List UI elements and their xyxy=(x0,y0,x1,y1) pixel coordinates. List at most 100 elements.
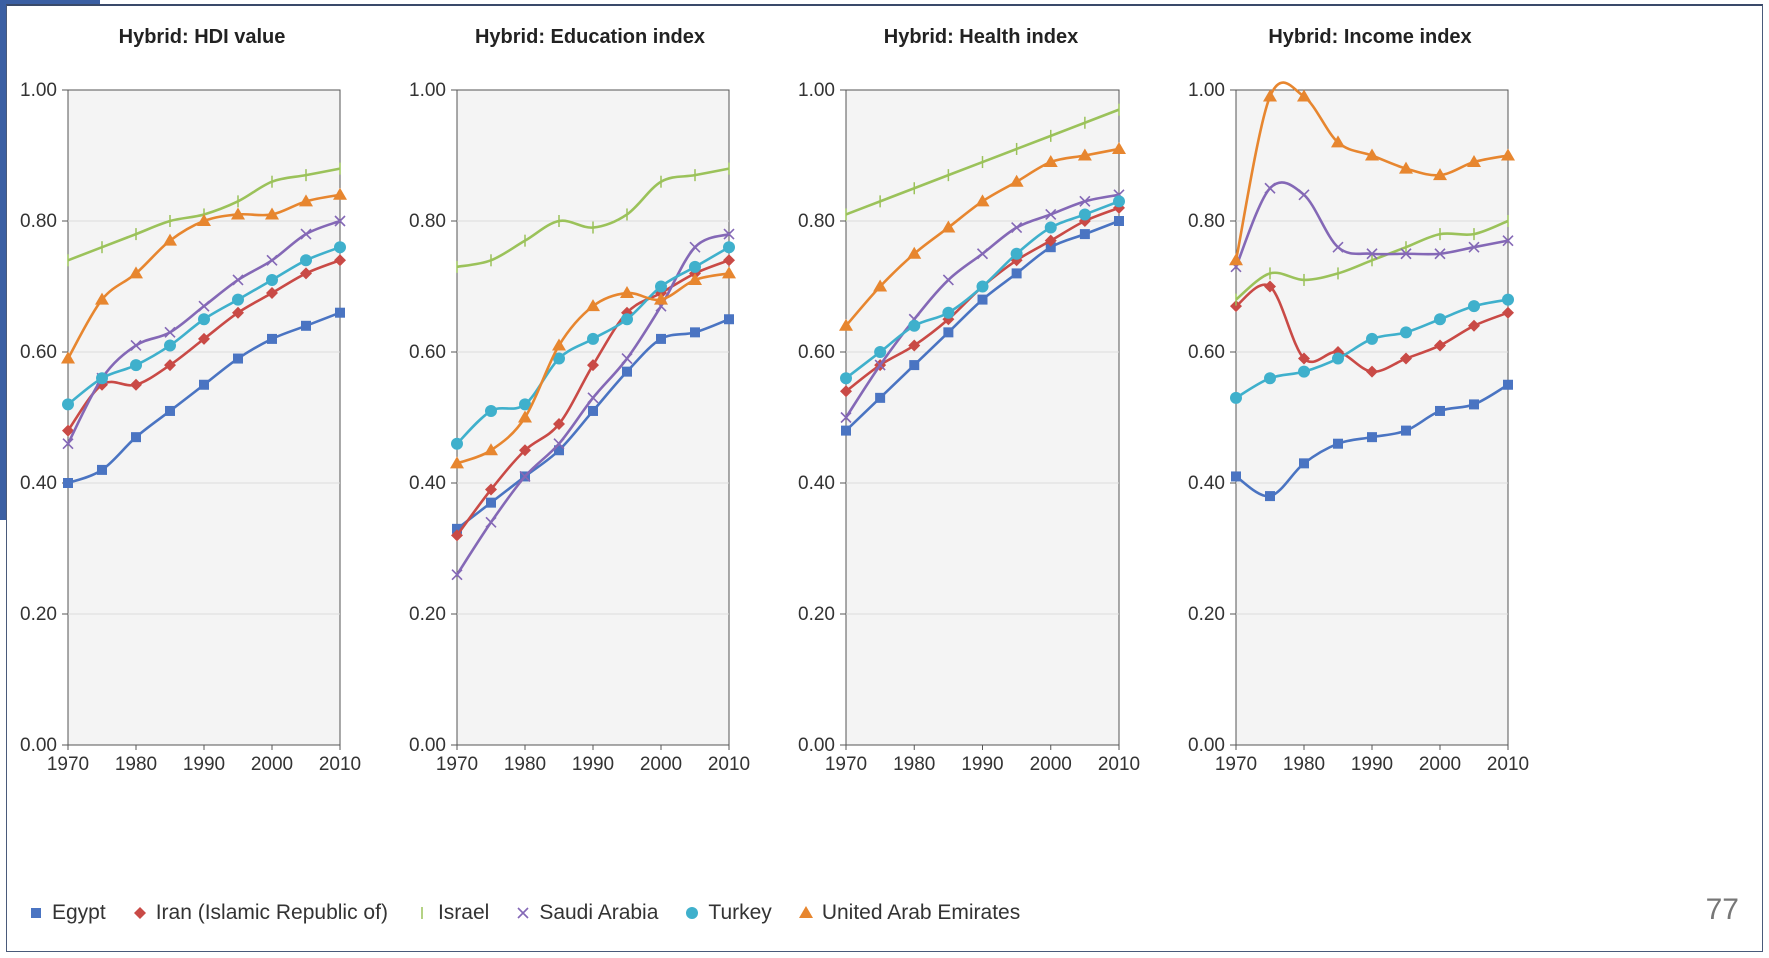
chart-title: Hybrid: Education index xyxy=(475,26,705,48)
x-tick-label: 1990 xyxy=(183,754,225,775)
point-iran-islamic-republic-of xyxy=(62,424,74,437)
point-united-arab-emirates xyxy=(586,299,600,312)
chart-panel-1: Hybrid: HDI value 0.00 0.20 0.40 0.60 0.80 1.0… xyxy=(20,26,361,775)
legend-marker-iran-islamic-republic-of xyxy=(133,907,146,919)
x-tick-label: 1990 xyxy=(961,754,1003,775)
point-iran-islamic-republic-of xyxy=(1044,234,1057,247)
point-iran-islamic-republic-of xyxy=(1264,280,1276,293)
point-turkey xyxy=(485,404,497,417)
legend-item-egypt: Egypt xyxy=(28,901,106,925)
y-tick-label: 0.00 xyxy=(409,735,446,756)
y-tick-label: 1.00 xyxy=(798,80,835,101)
point-egypt xyxy=(1265,491,1275,502)
point-saudi-arabia xyxy=(1400,248,1412,260)
point-turkey xyxy=(164,339,176,352)
point-saudi-arabia xyxy=(266,254,278,266)
point-egypt xyxy=(1469,399,1479,410)
y-tick-label: 0.00 xyxy=(20,735,57,756)
point-united-arab-emirates xyxy=(975,194,990,207)
legend-marker-turkey xyxy=(686,907,699,919)
point-united-arab-emirates xyxy=(129,266,143,279)
point-iran-islamic-republic-of xyxy=(451,529,463,542)
point-turkey xyxy=(621,313,633,326)
x-tick-label: 2000 xyxy=(251,754,293,775)
legend-label: Saudi Arabia xyxy=(539,901,659,924)
point-saudi-arabia xyxy=(1011,221,1023,234)
point-egypt xyxy=(1045,242,1056,253)
legend-item-turkey: Turkey xyxy=(684,901,772,925)
y-tick-label: 0.40 xyxy=(409,473,446,494)
point-egypt xyxy=(97,464,107,475)
series-saudi-arabia xyxy=(451,228,735,581)
page-number: 77 xyxy=(1705,893,1739,926)
point-iran-islamic-republic-of xyxy=(519,444,531,457)
point-egypt xyxy=(1114,216,1124,226)
point-turkey xyxy=(942,306,955,319)
x-tick-label: 1980 xyxy=(893,754,935,775)
point-saudi-arabia xyxy=(587,392,599,404)
chart-panel-2: Hybrid: Education index 0.00 0.20 0.40 0.60 0… xyxy=(409,26,750,775)
point-united-arab-emirates xyxy=(484,443,498,456)
point-united-arab-emirates xyxy=(552,338,566,351)
series-saudi-arabia xyxy=(1230,181,1514,273)
point-turkey xyxy=(198,313,210,326)
point-saudi-arabia xyxy=(1434,248,1446,260)
point-united-arab-emirates xyxy=(1365,148,1379,161)
legend-label: Israel xyxy=(437,901,490,924)
point-egypt xyxy=(977,294,988,305)
x-tick-label: 1970 xyxy=(436,754,478,775)
slide-corner-tab xyxy=(0,0,100,6)
point-turkey xyxy=(300,254,312,267)
x-tick-label: 2010 xyxy=(1098,754,1140,775)
point-saudi-arabia xyxy=(519,470,531,483)
point-turkey xyxy=(1264,372,1276,385)
point-saudi-arabia xyxy=(942,274,954,286)
point-turkey xyxy=(976,280,989,293)
slide-side-accent xyxy=(0,0,6,520)
series-united-arab-emirates xyxy=(61,187,347,364)
point-united-arab-emirates xyxy=(231,207,245,220)
x-tick-label: 2000 xyxy=(640,754,682,775)
point-egypt xyxy=(165,405,175,416)
point-saudi-arabia xyxy=(62,438,74,450)
point-united-arab-emirates xyxy=(1501,148,1515,161)
point-united-arab-emirates xyxy=(265,207,279,220)
point-united-arab-emirates xyxy=(941,220,956,233)
series-egypt xyxy=(841,216,1124,436)
point-iran-islamic-republic-of xyxy=(198,332,210,345)
legend-label: United Arab Emirates xyxy=(821,901,1021,924)
chart-title: Hybrid: Income index xyxy=(1268,26,1471,48)
series-united-arab-emirates xyxy=(450,266,736,469)
y-tick-label: 0.20 xyxy=(798,604,835,625)
chart-title: Hybrid: Health index xyxy=(884,26,1078,48)
point-saudi-arabia xyxy=(1298,189,1310,201)
point-egypt xyxy=(1011,268,1022,279)
point-saudi-arabia xyxy=(232,274,244,286)
point-united-arab-emirates xyxy=(1297,89,1311,102)
point-egypt xyxy=(267,333,277,344)
point-egypt xyxy=(1435,405,1445,416)
point-iran-islamic-republic-of xyxy=(1434,339,1446,352)
y-tick-label: 1.00 xyxy=(1188,80,1225,101)
point-saudi-arabia xyxy=(723,228,735,240)
point-saudi-arabia xyxy=(451,569,463,581)
series-egypt xyxy=(63,307,345,488)
point-united-arab-emirates xyxy=(518,410,532,423)
point-turkey xyxy=(655,280,667,293)
point-turkey xyxy=(96,372,108,385)
legend-label: Iran (Islamic Republic of) xyxy=(155,901,388,924)
point-united-arab-emirates xyxy=(1229,253,1243,266)
point-iran-islamic-republic-of xyxy=(1502,306,1514,319)
point-united-arab-emirates xyxy=(1433,168,1447,181)
point-turkey xyxy=(1366,332,1378,345)
point-turkey xyxy=(519,398,531,411)
chart-title: Hybrid: HDI value xyxy=(119,26,286,48)
y-tick-label: 0.00 xyxy=(1188,735,1225,756)
point-turkey xyxy=(1502,293,1514,306)
y-tick-label: 0.20 xyxy=(20,604,57,625)
chart-panel-4: Hybrid: Income index 0.00 0.20 0.40 0.60 0.80… xyxy=(1188,26,1529,775)
y-tick-label: 0.40 xyxy=(20,473,57,494)
series-turkey xyxy=(451,241,735,450)
point-turkey xyxy=(1332,352,1344,365)
point-egypt xyxy=(554,445,564,456)
